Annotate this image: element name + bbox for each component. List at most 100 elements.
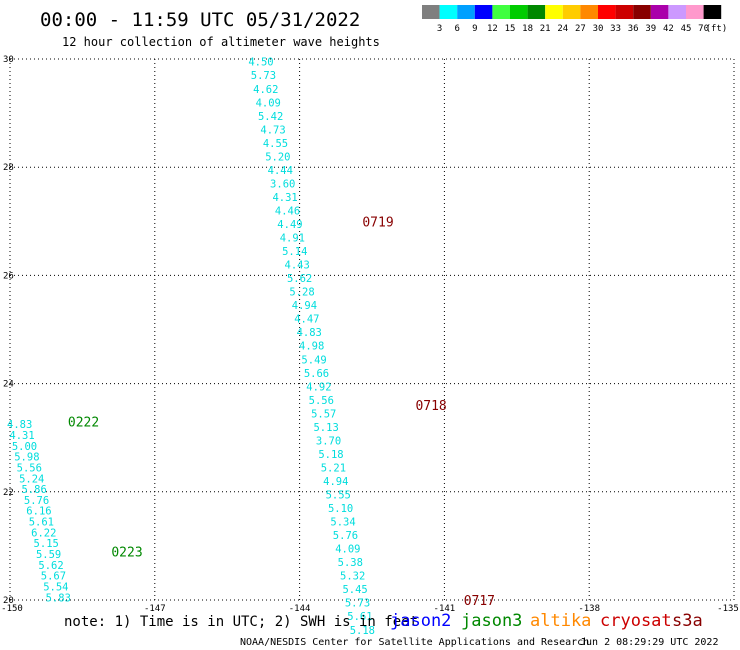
color-swatch	[422, 5, 440, 19]
color-swatch	[457, 5, 475, 19]
color-scale-label: 30	[593, 24, 604, 34]
wave-height-value: 4.47	[294, 314, 319, 326]
x-tick-label: -144	[289, 604, 311, 614]
wave-height-value: 3.60	[270, 178, 295, 190]
color-scale-label: 45	[681, 24, 692, 34]
footer-timestamp: Jun 2 08:29:29 UTC 2022	[580, 637, 718, 648]
color-scale-label: 21	[540, 24, 551, 34]
wave-height-value: 5.62	[287, 273, 312, 285]
wave-height-value: 4.55	[263, 138, 288, 150]
color-swatch	[562, 5, 581, 19]
wave-height-value: 5.45	[342, 584, 367, 596]
satellite-label: altika	[530, 611, 591, 631]
wave-height-value: 5.38	[338, 557, 363, 569]
x-tick-label: -135	[717, 604, 739, 614]
x-tick-label: -147	[144, 604, 166, 614]
color-scale-legend: 3 6 9 12 15 18 21 24 27 30 33 36 39 42 45 70(ft)	[422, 5, 727, 34]
y-tick-label: 26	[3, 271, 14, 281]
y-tick-label: 28	[3, 163, 14, 173]
wave-height-value: 5.86	[21, 484, 46, 496]
x-tick-label: -150	[1, 604, 23, 614]
wave-height-value: 5.13	[313, 422, 338, 434]
y-tick-label: 20	[3, 596, 14, 606]
color-scale-label: 18	[522, 24, 533, 34]
chart-subtitle: 12 hour collection of altimeter wave hei…	[62, 35, 380, 49]
y-tick-label: 22	[3, 488, 14, 498]
wave-height-value: 4.09	[335, 544, 360, 556]
color-scale-label: 15	[505, 24, 516, 34]
wave-height-value: 5.67	[41, 571, 66, 583]
wave-height-value: 4.94	[292, 300, 317, 312]
color-swatch	[633, 5, 651, 19]
wave-height-value: 5.61	[347, 611, 372, 623]
color-scale-label: 27	[575, 24, 586, 34]
wave-height-value: 5.18	[350, 625, 375, 637]
satellite-label: jason2	[390, 611, 451, 631]
wave-height-value: 5.62	[38, 560, 63, 572]
color-swatch	[527, 5, 546, 19]
color-swatch	[474, 5, 493, 19]
color-scale-label: 3	[437, 24, 442, 34]
color-swatch	[598, 5, 616, 19]
wave-height-value: 6.22	[31, 527, 56, 539]
chart-title: 00:00 - 11:59 UTC 05/31/2022	[40, 9, 360, 31]
wave-height-value: 5.20	[265, 151, 290, 163]
satellite-label: cryosat	[600, 611, 672, 631]
wave-height-value: 4.09	[256, 97, 281, 109]
color-swatch	[668, 5, 686, 19]
track-label: 0717	[464, 594, 495, 609]
wave-height-value: 5.66	[304, 368, 329, 380]
color-scale-label: (ft)	[706, 24, 728, 34]
wave-height-value: 5.83	[46, 592, 71, 604]
color-swatch	[580, 5, 598, 19]
wave-height-value: 5.55	[326, 490, 351, 502]
wave-height-value: 5.76	[24, 495, 49, 507]
wave-height-value: 3.70	[316, 435, 341, 447]
wave-height-value: 5.14	[282, 246, 307, 258]
wave-height-value: 4.98	[299, 341, 324, 353]
color-scale-label: 24	[557, 24, 568, 34]
color-scale-label: 42	[663, 24, 674, 34]
grid-lines	[9, 58, 735, 601]
wave-height-value: 4.73	[260, 124, 285, 136]
wave-height-value: 5.73	[345, 598, 370, 610]
track-label: 0719	[362, 215, 393, 230]
wave-height-value: 5.28	[289, 287, 314, 299]
color-scale-label: 36	[628, 24, 639, 34]
wave-height-value: 5.10	[328, 503, 353, 515]
color-scale-label: 33	[610, 24, 621, 34]
footer-note: note: 1) Time is in UTC; 2) SWH is in fe…	[64, 614, 418, 630]
wave-height-value: 5.32	[340, 571, 365, 583]
wave-height-value: 4.46	[275, 205, 300, 217]
wave-height-value: 5.59	[36, 549, 61, 561]
y-tick-label: 24	[3, 380, 14, 390]
color-scale-label: 70	[698, 24, 709, 34]
color-swatch	[650, 5, 669, 19]
wave-height-value: 4.91	[280, 233, 305, 245]
wave-height-value: 4.50	[248, 57, 273, 69]
wave-height-value: 4.31	[272, 192, 297, 204]
color-scale-label: 9	[472, 24, 477, 34]
wave-height-value: 5.18	[318, 449, 343, 461]
wave-height-value: 5.21	[321, 462, 346, 474]
x-tick-label: -141	[434, 604, 456, 614]
wave-height-value: 4.83	[297, 327, 322, 339]
wave-height-value: 5.61	[29, 517, 54, 529]
color-swatch	[439, 5, 458, 19]
wave-height-value: 5.00	[12, 441, 37, 453]
wave-height-value: 4.62	[253, 84, 278, 96]
wave-height-value: 5.56	[17, 462, 42, 474]
track-label: 0718	[415, 399, 446, 414]
track-label: 0222	[68, 415, 99, 430]
wave-height-value: 5.24	[19, 473, 44, 485]
color-swatch	[545, 5, 563, 19]
wave-height-value: 5.42	[258, 111, 283, 123]
wave-height-points: 4.505.734.624.095.424.734.555.204.443.60…	[7, 57, 375, 637]
wave-height-value: 4.44	[268, 165, 293, 177]
color-swatch	[510, 5, 528, 19]
wave-height-value: 5.56	[309, 395, 334, 407]
wave-height-value: 4.83	[7, 419, 32, 431]
wave-height-value: 4.43	[285, 260, 310, 272]
wave-height-value: 4.31	[9, 430, 34, 442]
